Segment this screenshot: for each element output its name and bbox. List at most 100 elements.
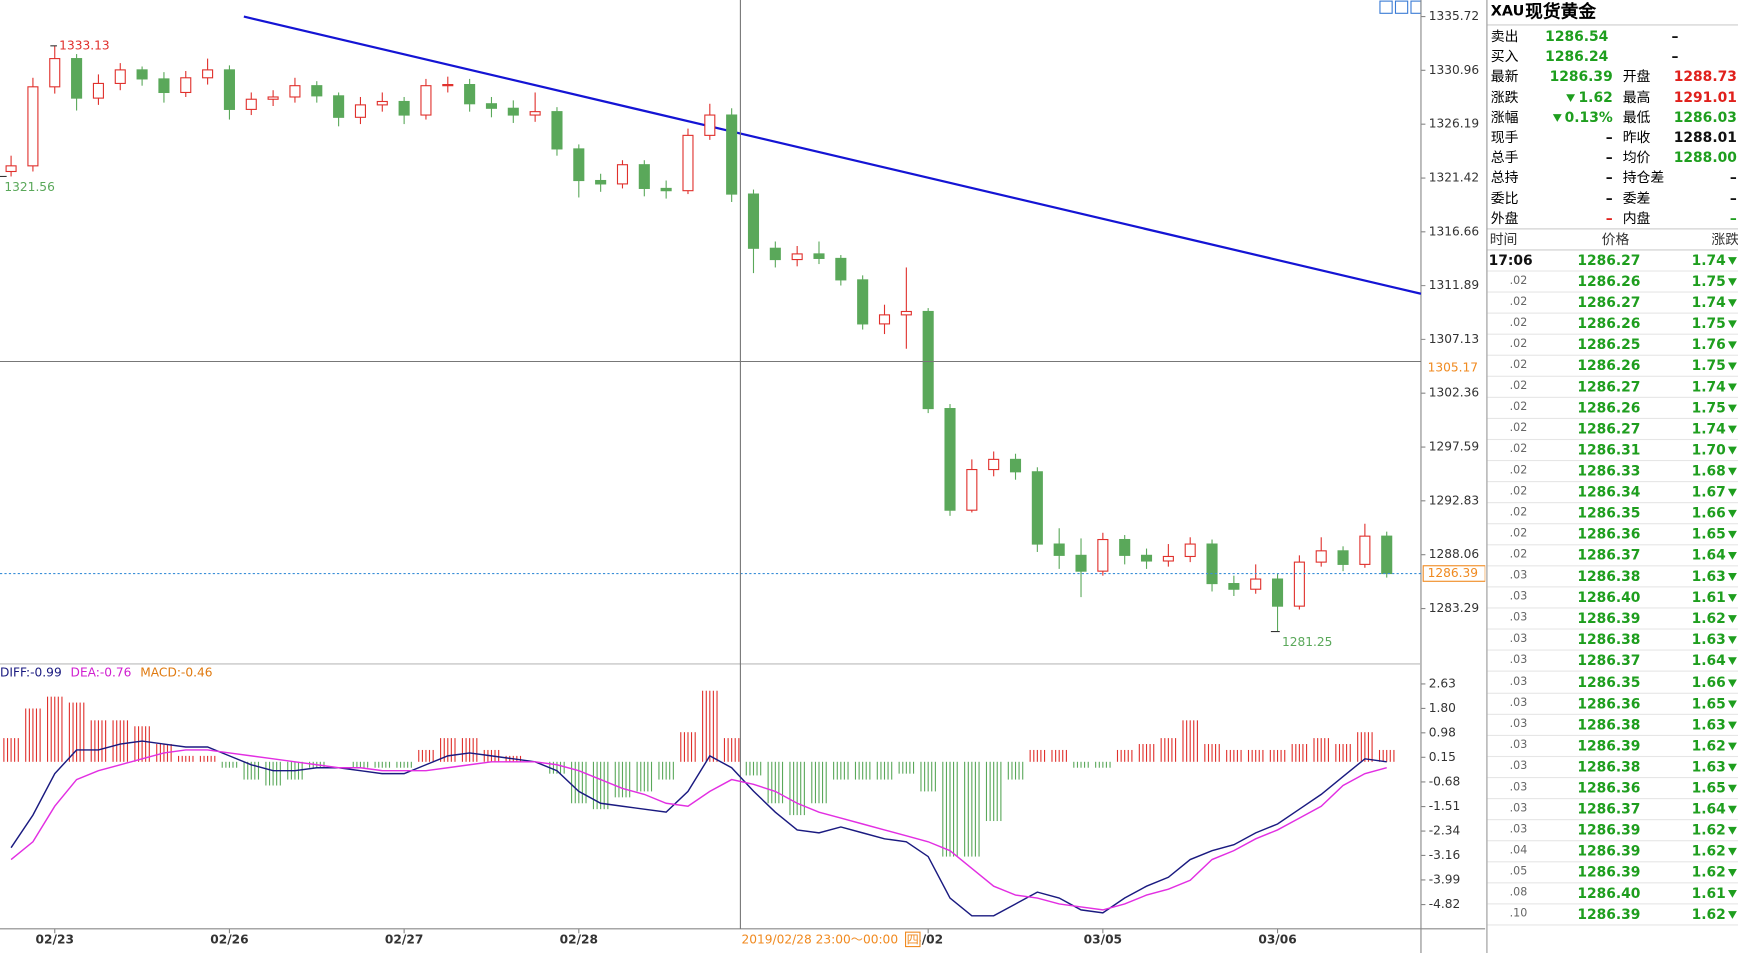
tick-row: .03 1286.35 1.66 [1487, 672, 1738, 694]
tick-price: 1286.25 [1577, 335, 1641, 353]
candle-body [180, 77, 192, 94]
tick-time: .03 [1509, 781, 1528, 794]
tick-change: 1.63 [1692, 714, 1737, 734]
y-tick-label: -4.82 [1429, 897, 1461, 911]
candle-body [988, 458, 1000, 471]
crosshair-time-label: 2019/02/28 23:00～00:00 [742, 932, 899, 946]
y-tick-label: 1283.29 [1429, 601, 1479, 615]
tick-row: .02 1286.27 1.74 [1487, 292, 1738, 314]
quote-value: – [1605, 189, 1613, 206]
y-tick-label: 0.15 [1429, 750, 1456, 764]
candle-body [376, 100, 388, 106]
tick-time: .02 [1509, 295, 1528, 308]
y-tick-label: 2.63 [1429, 676, 1456, 690]
tool-icon[interactable] [1394, 0, 1409, 14]
symbol: XAU [1490, 3, 1525, 20]
candle-body [289, 85, 301, 98]
quote-label: 最高 [1622, 88, 1651, 105]
tick-price: 1286.36 [1577, 778, 1641, 796]
candle-body [333, 95, 345, 118]
tick-price: 1286.34 [1577, 483, 1641, 500]
tick-price: 1286.36 [1577, 694, 1641, 712]
candle-body [1031, 471, 1043, 545]
quote-value: – [1605, 209, 1613, 226]
candle-body [507, 107, 519, 116]
tick-change: 1.63 [1692, 567, 1737, 587]
candle-body [158, 78, 170, 94]
candle-body [660, 187, 672, 192]
quote-value: 1286.24 [1545, 47, 1609, 65]
tick-row: .03 1286.37 1.64 [1487, 799, 1738, 820]
tick-time: .02 [1509, 358, 1528, 372]
tick-row: .03 1286.38 1.63 [1487, 757, 1738, 778]
tick-price: 1286.37 [1577, 546, 1641, 564]
tool-icon[interactable] [1410, 0, 1422, 14]
candle-body [202, 69, 214, 79]
candle-body [1250, 578, 1262, 590]
candle-body [900, 310, 912, 316]
quote-value: 1288.01 [1673, 128, 1737, 146]
tick-time: .02 [1509, 443, 1528, 456]
candle-body [835, 257, 847, 281]
x-tick-label: 02/23 [36, 932, 74, 946]
quote-value: 1288.73 [1673, 68, 1737, 85]
tick-change: 1.67 [1692, 482, 1737, 502]
tick-change: 1.74 [1692, 377, 1737, 397]
quote-label: 涨跌 [1490, 88, 1519, 105]
tick-change: 1.76 [1692, 334, 1737, 354]
candle-body [1119, 538, 1131, 556]
tick-time: .03 [1509, 591, 1528, 604]
candle-body [442, 84, 454, 87]
weekday-box [905, 931, 921, 948]
tick-price: 1286.37 [1577, 652, 1641, 669]
tick-row: .02 1286.37 1.64 [1487, 546, 1738, 567]
tick-change: 1.65 [1692, 693, 1737, 713]
quote-value: – [1729, 209, 1737, 226]
tick-change: 1.68 [1692, 461, 1737, 481]
tick-row: .03 1286.38 1.63 [1487, 567, 1738, 588]
tick-row: .04 1286.39 1.62 [1487, 841, 1738, 863]
y-tick-label: 1297.59 [1429, 440, 1479, 454]
quote-value: – [1605, 148, 1613, 166]
candle-body [791, 253, 803, 261]
tick-row: .03 1286.39 1.62 [1487, 820, 1738, 842]
tool-icon[interactable] [1379, 0, 1393, 14]
candle-body [529, 111, 541, 116]
tick-row: .03 1286.39 1.62 [1487, 609, 1738, 630]
tick-price: 1286.39 [1577, 863, 1641, 881]
quote-value: 1286.03 [1673, 108, 1737, 126]
tick-row: .03 1286.38 1.63 [1487, 630, 1738, 652]
quote-value: 1288.00 [1673, 148, 1737, 166]
quote-row: 卖出 1286.54 – [1487, 27, 1738, 47]
candle-body [311, 85, 323, 97]
candle-body [1228, 583, 1240, 590]
quote-label: 昨收 [1622, 128, 1651, 146]
y-tick-label: -3.99 [1429, 872, 1461, 886]
tick-row: .03 1286.36 1.65 [1487, 693, 1738, 715]
quote-row: 买入 1286.24 – [1487, 47, 1738, 67]
tick-change: 1.66 [1692, 503, 1737, 523]
tick-change: 1.62 [1692, 609, 1737, 629]
quote-label: 开盘 [1622, 68, 1651, 85]
candle-body [878, 314, 891, 325]
quote-label: 委比 [1490, 189, 1519, 206]
quote-label: 总持 [1490, 168, 1519, 186]
tick-time: .02 [1509, 379, 1528, 393]
candle-body [92, 82, 104, 99]
quote-row: 委比 – 委差 – [1487, 188, 1738, 208]
candle-body [485, 103, 498, 109]
tick-change: 1.75 [1692, 271, 1737, 291]
tick-row: .02 1286.31 1.70 [1487, 440, 1738, 462]
y-tick-label: -0.68 [1429, 774, 1461, 788]
tick-time: .08 [1509, 886, 1528, 899]
tick-time: .02 [1509, 464, 1528, 477]
candle-body [1315, 550, 1327, 563]
quote-label: 委差 [1622, 189, 1651, 206]
tick-price: 1286.26 [1577, 272, 1641, 289]
quote-value: 1291.01 [1673, 88, 1737, 105]
tick-price: 1286.38 [1577, 567, 1641, 585]
tick-time: .04 [1509, 844, 1528, 857]
tick-row: .02 1286.26 1.75 [1487, 356, 1738, 377]
quote-row: 总手 – 均价 1288.00 [1487, 148, 1738, 168]
